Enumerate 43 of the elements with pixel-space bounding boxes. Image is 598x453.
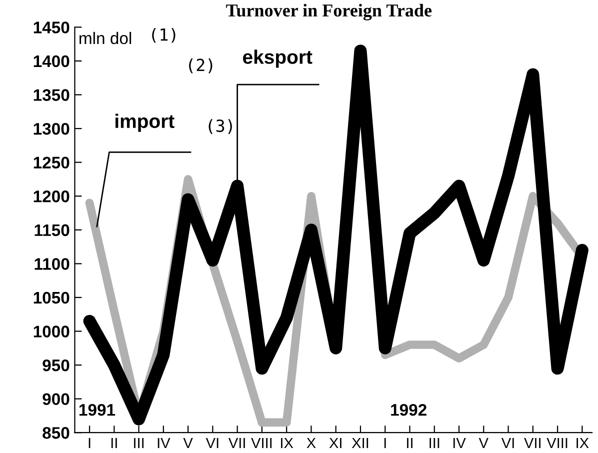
- y-tick-label: 1050: [34, 292, 70, 304]
- x-tick-label: VI: [206, 438, 218, 448]
- x-tick-label: IV: [453, 438, 466, 448]
- x-tick-label: I: [88, 438, 90, 448]
- x-tick-label: XII: [352, 438, 368, 448]
- x-tick-label: IX: [281, 438, 294, 448]
- annotation: 1991: [79, 404, 116, 416]
- y-tick-label: 950: [42, 359, 70, 372]
- y-tick-label: 850: [42, 427, 70, 439]
- x-tick-label: II: [111, 438, 117, 448]
- x-tick-label: V: [478, 438, 488, 448]
- x-tick-label: V: [183, 438, 193, 448]
- x-tick-label: XI: [329, 438, 342, 448]
- x-tick-label: VII: [524, 438, 540, 448]
- x-tick-label: IV: [158, 438, 170, 448]
- y-tick-label: 1250: [34, 156, 70, 169]
- y-tick-label: 1000: [34, 326, 70, 338]
- annotation: (2): [189, 58, 212, 74]
- text: eksport: [243, 50, 312, 68]
- x-tick-label: IX: [576, 438, 589, 448]
- y-tick-label: 1300: [34, 122, 70, 135]
- annotation: (1): [152, 28, 176, 43]
- y-tick-label: 900: [42, 393, 70, 406]
- y-tick-label: 1450: [34, 22, 70, 34]
- y-tick-label: 1200: [34, 190, 70, 202]
- annotation: mln dol: [80, 32, 132, 44]
- x-tick-label: III: [430, 438, 440, 448]
- x-tick-label: III: [134, 438, 144, 448]
- x-tick-label: VIII: [546, 438, 568, 448]
- x-tick-label: VIII: [251, 438, 272, 448]
- x-tick-label: X: [306, 438, 316, 448]
- x-tick-label: II: [407, 438, 412, 448]
- text: import: [116, 114, 174, 132]
- y-tick-label: 1350: [34, 89, 70, 101]
- x-tick-label: I: [384, 438, 386, 448]
- y-tick-label: 1150: [34, 224, 70, 236]
- y-tick-label: 1400: [34, 55, 70, 68]
- annotation: 1992: [391, 404, 426, 416]
- annotation: (3): [208, 119, 232, 134]
- y-tick-label: 1100: [34, 258, 70, 270]
- x-tick-label: VI: [501, 438, 514, 448]
- x-tick-label: VII: [228, 438, 245, 448]
- chart-title: Turnover in Foreign Trade: [226, 4, 432, 20]
